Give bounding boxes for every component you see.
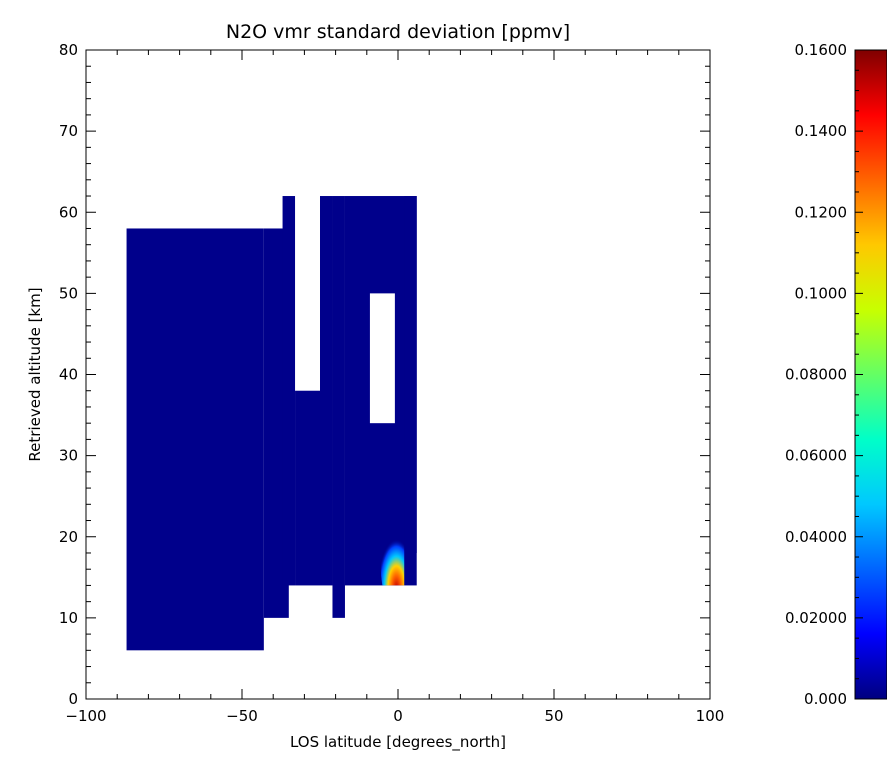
y-tick-label: 70 xyxy=(59,122,78,140)
y-tick-label: 40 xyxy=(59,366,78,384)
coverage-cell-0 xyxy=(126,228,264,651)
colorbar-tick-label: 0.1600 xyxy=(795,41,848,59)
x-tick-label: −100 xyxy=(65,707,106,725)
colorbar-ticks: 0.000 0.02000 0.04000 0.06000 0.08000 0.1000 0… xyxy=(785,41,863,708)
colorbar: 0.000 0.02000 0.04000 0.06000 0.08000 0.1000 0… xyxy=(785,41,887,708)
colorbar-tick-label: 0.04000 xyxy=(785,528,847,546)
y-tick-label: 80 xyxy=(59,41,78,59)
data-layer xyxy=(126,196,417,651)
chart-title: N2O vmr standard deviation [ppmv] xyxy=(226,21,570,43)
x-tick-label: 100 xyxy=(696,707,725,725)
heatmap-plot: −100 −50 0 50 100 0 10 20 30 40 50 60 70 80 N2O vmr … xyxy=(26,21,724,752)
x-axis-label: LOS latitude [degrees_north] xyxy=(290,733,506,752)
coverage-cell-3 xyxy=(295,390,320,586)
x-tick-label: 50 xyxy=(544,707,563,725)
y-tick-label: 50 xyxy=(59,284,78,302)
coverage-cell-7 xyxy=(404,196,417,553)
x-tick-label: −50 xyxy=(226,707,258,725)
colorbar-tick-label: 0.1400 xyxy=(795,122,848,140)
colorbar-tick-label: 0.000 xyxy=(804,690,847,708)
hotspot-layer xyxy=(380,527,405,586)
colorbar-tick-label: 0.02000 xyxy=(785,609,847,627)
y-axis-ticks: 0 10 20 30 40 50 60 70 80 xyxy=(59,41,710,708)
y-tick-label: 60 xyxy=(59,203,78,221)
colorbar-tick-label: 0.1000 xyxy=(795,284,848,302)
x-tick-label: 0 xyxy=(393,707,403,725)
x-axis-ticks: −100 −50 0 50 100 xyxy=(65,50,724,725)
coverage-cell-2 xyxy=(282,196,296,586)
hotspot-blob xyxy=(380,527,405,586)
gap-cell-0 xyxy=(369,293,395,424)
coverage-cell-4 xyxy=(320,196,333,586)
y-tick-label: 0 xyxy=(68,690,78,708)
y-tick-label: 10 xyxy=(59,609,78,627)
colorbar-tick-label: 0.06000 xyxy=(785,447,847,465)
colorbar-tick-label: 0.08000 xyxy=(785,366,847,384)
colorbar-tick-label: 0.1200 xyxy=(795,203,848,221)
coverage-cell-5 xyxy=(332,196,345,618)
y-tick-label: 20 xyxy=(59,528,78,546)
y-tick-label: 30 xyxy=(59,447,78,465)
y-axis-label: Retrieved altitude [km] xyxy=(26,287,44,461)
